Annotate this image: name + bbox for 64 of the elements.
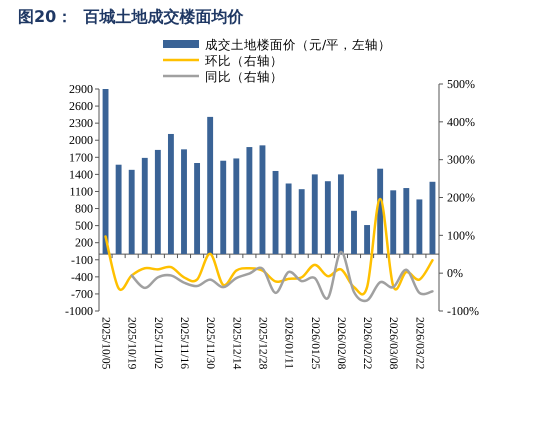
bar (351, 210, 357, 254)
bar (207, 116, 214, 254)
x-tick-label: 2026/01/11 (282, 317, 295, 370)
bar (390, 190, 396, 254)
y2-tick-label: 400% (447, 114, 475, 129)
y2-tick-label: -100% (447, 304, 479, 318)
y2-tick-label: 100% (447, 228, 475, 242)
bar (233, 158, 240, 254)
bar (128, 170, 135, 254)
y2-tick-label: 300% (447, 152, 475, 167)
y-tick-label: 2600 (69, 99, 93, 114)
x-tick-label: 2026/03/08 (387, 317, 400, 370)
legend-label: 同比（右轴） (205, 69, 283, 84)
x-tick-label: 2025/12/28 (256, 317, 268, 370)
bar (364, 225, 370, 254)
bar (194, 163, 200, 254)
bar (286, 183, 292, 254)
y-tick-label: 2000 (69, 133, 93, 148)
x-tick-label: 2025/12/14 (230, 317, 242, 370)
x-tick-label: 2026/01/25 (308, 317, 321, 370)
y-tick-label: 2300 (69, 116, 93, 130)
bar (298, 189, 305, 254)
y-tick-label: -100 (71, 252, 93, 267)
bar (220, 160, 226, 254)
y2-tick-label: 500% (447, 77, 475, 91)
bar (260, 145, 266, 254)
bar (324, 181, 331, 254)
y-tick-label: 1700 (69, 150, 93, 164)
bar (168, 134, 174, 254)
y-tick-label: 1100 (69, 184, 93, 198)
bar (142, 158, 148, 254)
x-tick-label: 2025/10/05 (100, 317, 112, 370)
y-tick-label: -400 (71, 270, 93, 284)
bar (181, 149, 187, 254)
x-tick-label: 2026/02/22 (361, 317, 374, 370)
bar (403, 188, 410, 254)
legend-label: 环比（右轴） (205, 53, 283, 68)
bar (312, 174, 318, 254)
y2-tick-label: 0% (447, 266, 463, 280)
y-tick-label: 2900 (69, 82, 93, 96)
bar (430, 182, 436, 254)
bar (102, 89, 108, 254)
chart-title: 图20： 百城土地成交楼面均价 (18, 7, 244, 26)
y-tick-label: 1400 (69, 167, 93, 182)
x-tick-label: 2025/11/30 (204, 317, 216, 370)
x-tick-label: 2026/03/22 (413, 317, 426, 370)
bar (377, 168, 384, 254)
bar (246, 147, 252, 254)
y-tick-label: -1000 (65, 304, 93, 318)
y-tick-label: -700 (71, 286, 93, 301)
x-tick-label: 2025/11/02 (152, 317, 164, 370)
bar (272, 170, 278, 254)
y-tick-label: 500 (75, 218, 93, 233)
y-tick-label: 800 (75, 202, 93, 216)
legend-label: 成交土地楼面价（元/平，左轴） (205, 37, 392, 52)
bar (416, 199, 422, 254)
x-tick-label: 2025/10/19 (126, 317, 138, 370)
x-tick-label: 2026/02/08 (334, 317, 347, 370)
bar (338, 174, 344, 254)
y2-tick-label: 200% (447, 190, 475, 204)
bar (154, 150, 161, 254)
x-tick-label: 2025/11/16 (178, 317, 190, 370)
y-tick-label: 200 (75, 236, 93, 250)
bar (116, 164, 122, 254)
